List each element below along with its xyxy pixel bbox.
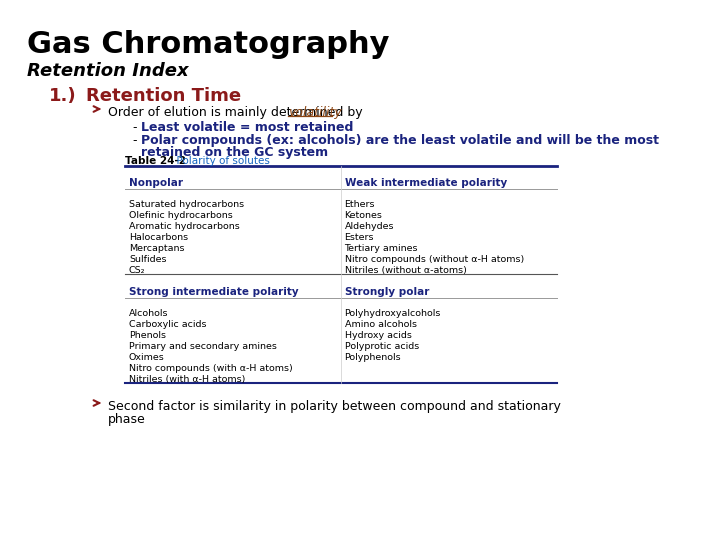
Text: Weak intermediate polarity: Weak intermediate polarity: [344, 178, 507, 188]
Text: Second factor is similarity in polarity between compound and stationary: Second factor is similarity in polarity …: [108, 400, 561, 413]
Text: Carboxylic acids: Carboxylic acids: [129, 320, 207, 329]
Text: Polarity of solutes: Polarity of solutes: [170, 156, 269, 166]
Text: Saturated hydrocarbons: Saturated hydrocarbons: [129, 200, 244, 209]
Text: Primary and secondary amines: Primary and secondary amines: [129, 342, 277, 351]
Text: phase: phase: [108, 413, 145, 426]
Text: Alcohols: Alcohols: [129, 309, 168, 318]
Text: Olefinic hydrocarbons: Olefinic hydrocarbons: [129, 211, 233, 220]
Text: Order of elution is mainly determined by: Order of elution is mainly determined by: [108, 106, 366, 119]
Text: Nonpolar: Nonpolar: [129, 178, 183, 188]
Text: Polyhydroxyalcohols: Polyhydroxyalcohols: [344, 309, 441, 318]
Text: Esters: Esters: [344, 233, 374, 242]
Text: Retention Index: Retention Index: [27, 62, 188, 80]
Text: Tertiary amines: Tertiary amines: [344, 244, 418, 253]
Text: Strongly polar: Strongly polar: [344, 287, 429, 297]
Text: Oximes: Oximes: [129, 353, 165, 362]
Text: CS₂: CS₂: [129, 266, 145, 275]
Text: volatility: volatility: [288, 106, 342, 119]
Text: Halocarbons: Halocarbons: [129, 233, 188, 242]
Text: Strong intermediate polarity: Strong intermediate polarity: [129, 287, 299, 297]
Text: Nitro compounds (without α-H atoms): Nitro compounds (without α-H atoms): [344, 255, 523, 264]
Text: Retention Time: Retention Time: [86, 87, 240, 105]
Text: Ketones: Ketones: [344, 211, 382, 220]
Text: Gas Chromatography: Gas Chromatography: [27, 30, 389, 59]
Text: -: -: [132, 134, 137, 147]
Text: Ethers: Ethers: [344, 200, 375, 209]
Text: Amino alcohols: Amino alcohols: [344, 320, 416, 329]
Text: Least volatile = most retained: Least volatile = most retained: [141, 121, 354, 134]
Text: Phenols: Phenols: [129, 331, 166, 340]
Text: Polar compounds (ex: alcohols) are the least volatile and will be the most: Polar compounds (ex: alcohols) are the l…: [141, 134, 660, 147]
Text: Aldehydes: Aldehydes: [344, 222, 394, 231]
Text: Aromatic hydrocarbons: Aromatic hydrocarbons: [129, 222, 240, 231]
Text: Polyprotic acids: Polyprotic acids: [344, 342, 419, 351]
Text: Sulfides: Sulfides: [129, 255, 166, 264]
Text: Table 24-2: Table 24-2: [125, 156, 186, 166]
Text: Nitriles (without α-atoms): Nitriles (without α-atoms): [344, 266, 467, 275]
Text: Nitro compounds (with α-H atoms): Nitro compounds (with α-H atoms): [129, 364, 293, 373]
Text: 1.): 1.): [48, 87, 76, 105]
Text: -: -: [132, 121, 137, 134]
Text: retained on the GC system: retained on the GC system: [141, 146, 328, 159]
Text: Nitriles (with α-H atoms): Nitriles (with α-H atoms): [129, 375, 246, 384]
Text: Hydroxy acids: Hydroxy acids: [344, 331, 411, 340]
Text: Mercaptans: Mercaptans: [129, 244, 184, 253]
Text: Polyphenols: Polyphenols: [344, 353, 401, 362]
